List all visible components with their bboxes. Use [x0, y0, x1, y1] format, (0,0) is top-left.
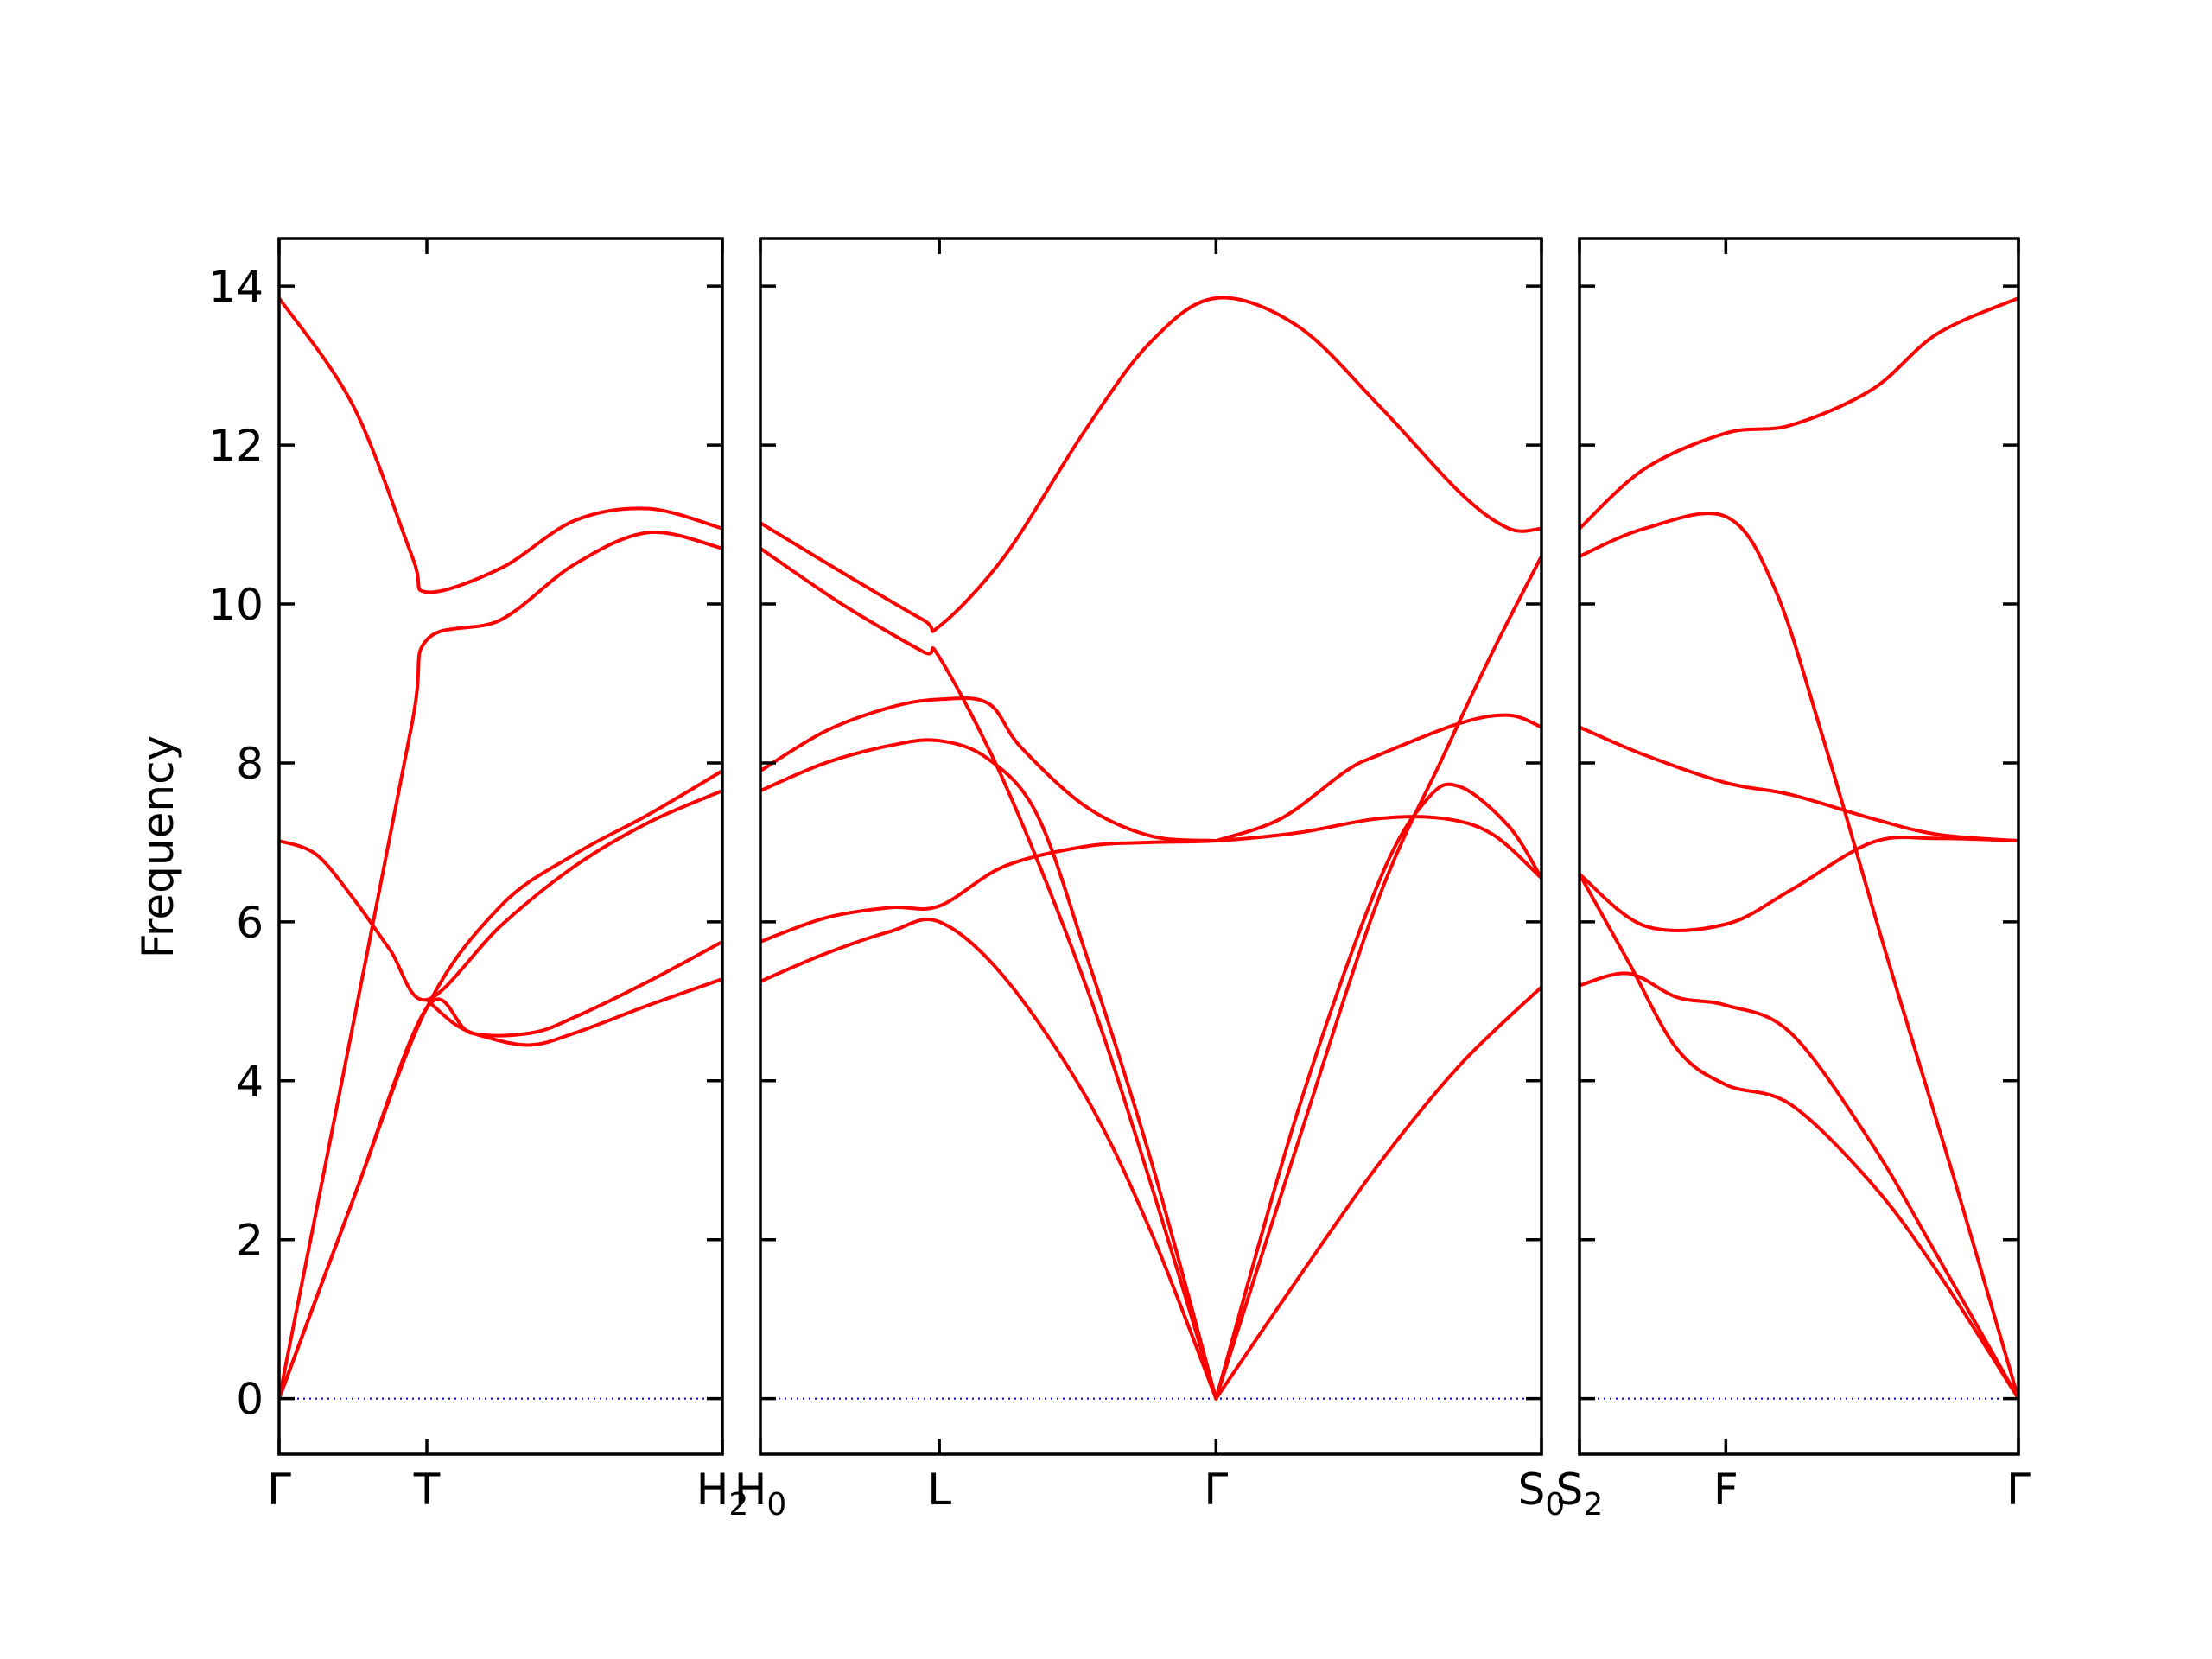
- y-tick-label: 2: [236, 1216, 264, 1266]
- band-1: [760, 296, 1541, 633]
- y-tick-label: 10: [208, 580, 264, 630]
- band-4: [760, 738, 1218, 1401]
- y-tick-label: 14: [208, 262, 264, 312]
- panel-2: H0 L Γ S0: [734, 237, 1566, 1522]
- band-1: [1580, 296, 2018, 531]
- band-9: [1214, 782, 1541, 1401]
- band-6: [760, 917, 1218, 1401]
- band-4: [1580, 835, 2018, 932]
- y-tick-label: 12: [208, 421, 264, 471]
- panel-frame: [759, 237, 1543, 1456]
- panel-3: S2 F Γ: [1556, 237, 2031, 1522]
- band-7: [1214, 713, 1541, 843]
- band-6: [1580, 872, 2018, 1401]
- y-axis: 0 2 4 6 8 10 12 14: [208, 262, 264, 1424]
- panel-frame: [1578, 237, 2020, 1456]
- y-axis-label: Frequency: [133, 735, 183, 958]
- band-3: [760, 696, 1218, 843]
- band-2: [760, 546, 1218, 1401]
- x-tick-label: S0: [1518, 1465, 1566, 1522]
- band-3: [1580, 725, 2018, 843]
- y-tick-label: 8: [236, 739, 264, 789]
- band-3: [279, 789, 722, 1002]
- band-5: [1580, 971, 2018, 1401]
- band-curves: [760, 296, 1541, 1401]
- x-tick-label: H2: [696, 1465, 749, 1522]
- band-6: [425, 977, 722, 1047]
- x-tick-label: L: [927, 1465, 951, 1515]
- x-tick-label: T: [413, 1465, 441, 1515]
- y-tick-label: 6: [236, 898, 264, 948]
- band-1: [279, 296, 722, 594]
- band-2: [1580, 512, 2018, 1401]
- y-tick-label: 4: [236, 1057, 264, 1107]
- x-tick-label: S2: [1556, 1465, 1604, 1522]
- y-tick-label: 0: [236, 1375, 264, 1425]
- band-2: [279, 530, 722, 1401]
- x-tick-label: Γ: [1204, 1465, 1228, 1515]
- x-tick-label: F: [1713, 1465, 1738, 1515]
- panel-1: Γ T H2: [267, 237, 749, 1522]
- band-curves: [1580, 296, 2018, 1401]
- x-tick-label: H0: [734, 1465, 787, 1522]
- x-tick-label: Γ: [267, 1465, 291, 1515]
- panel-frame: [277, 237, 724, 1456]
- band-5: [760, 815, 1541, 944]
- band-curves: [279, 296, 722, 1401]
- x-tick-label: Γ: [2006, 1465, 2031, 1515]
- band-10: [1214, 985, 1541, 1401]
- band-8: [1214, 554, 1541, 1401]
